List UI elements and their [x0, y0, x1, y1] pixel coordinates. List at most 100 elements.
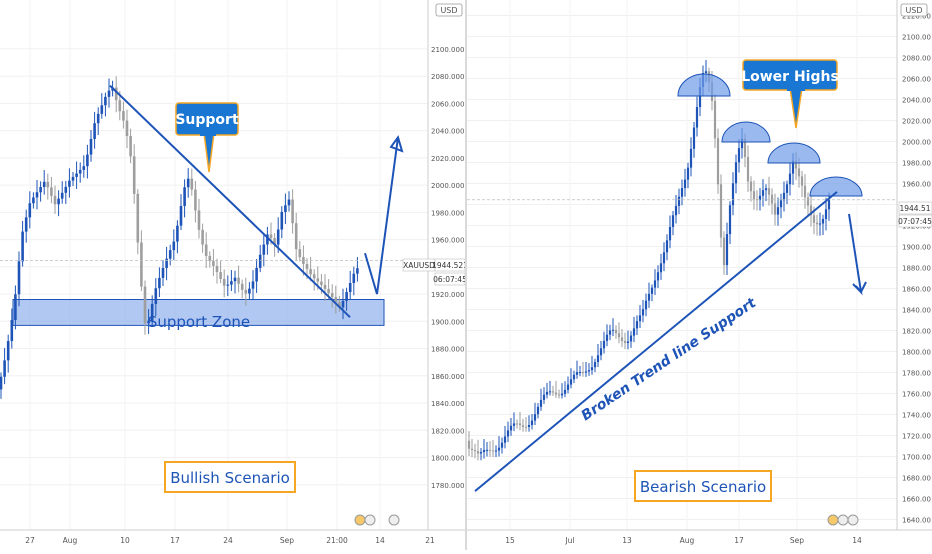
y-tick-label: 1800.00 — [902, 349, 931, 357]
candle — [222, 269, 226, 298]
candle — [689, 137, 693, 177]
candle — [161, 260, 165, 287]
x-tick-label: 10 — [120, 536, 130, 545]
candle — [168, 244, 172, 266]
candle — [158, 267, 161, 298]
candle — [755, 190, 759, 211]
candle — [641, 299, 645, 323]
x-tick-label: 14 — [852, 536, 862, 545]
candle — [818, 212, 822, 236]
y-tick-label: 1900.00 — [902, 244, 931, 252]
candle — [143, 280, 147, 335]
candle — [779, 193, 783, 219]
candle — [488, 441, 492, 457]
y-tick-label: 2040.00 — [902, 97, 931, 105]
candle — [338, 295, 341, 312]
candle — [21, 220, 24, 267]
candle — [614, 325, 618, 339]
candle — [294, 212, 298, 261]
candle — [35, 179, 39, 210]
price-tag: XAUUSD 1944.521 06:07:45 — [402, 258, 468, 286]
candle — [64, 180, 68, 204]
candle — [554, 380, 558, 398]
bullish-arrow — [364, 137, 399, 295]
candle — [638, 305, 642, 328]
candle — [42, 170, 46, 195]
candle — [656, 265, 660, 288]
candle — [14, 285, 17, 330]
x-tick-label: 17 — [734, 536, 744, 545]
candle — [212, 249, 215, 277]
candle — [0, 372, 3, 399]
y-tick-label: 2060.000 — [431, 100, 464, 108]
bearish-scenario-label: Bearish Scenario — [640, 478, 766, 496]
svg-text:06:07:45: 06:07:45 — [433, 275, 465, 284]
candle — [821, 214, 825, 236]
candle — [114, 76, 118, 113]
price-tag: 1944.51 07:07:45 — [898, 201, 932, 228]
left-chart-panel[interactable]: Support Support Zone Bullish Scenario 21… — [0, 0, 468, 550]
y-tick-label: 1960.000 — [431, 237, 464, 245]
y-tick-label: 1760.00 — [902, 391, 931, 399]
event-icons — [827, 514, 859, 526]
y-tick-label: 1840.000 — [431, 400, 464, 408]
candle — [551, 385, 555, 397]
candle — [467, 431, 471, 457]
candle — [197, 198, 201, 239]
candle — [284, 193, 287, 225]
candle — [524, 417, 528, 432]
candle — [809, 194, 813, 227]
y-tick-label: 2080.00 — [902, 55, 931, 63]
candle — [632, 316, 636, 343]
candle — [251, 270, 255, 299]
candle — [692, 122, 696, 158]
candle — [96, 107, 100, 136]
candle — [233, 270, 237, 294]
svg-text:1944.521: 1944.521 — [432, 261, 465, 270]
candle — [686, 162, 690, 189]
candle — [57, 190, 60, 217]
candle — [201, 223, 204, 253]
candle — [596, 344, 600, 367]
candle — [266, 226, 269, 255]
candle — [620, 329, 624, 348]
candle — [183, 179, 186, 218]
candle — [662, 242, 666, 272]
candle — [39, 181, 42, 202]
candle — [194, 180, 197, 223]
right-chart-panel[interactable]: Lower Highs Broken Trend line Support Be… — [467, 0, 932, 550]
candle — [226, 275, 230, 297]
candle — [107, 78, 111, 108]
candle — [806, 192, 810, 217]
y-tick-label: 1720.00 — [902, 433, 931, 441]
candle — [674, 194, 678, 224]
candle — [122, 101, 125, 129]
candle — [545, 382, 549, 399]
candle — [605, 324, 609, 347]
candle — [800, 170, 804, 198]
candle — [60, 181, 64, 204]
candle — [785, 180, 789, 205]
y-tick-label: 1880.000 — [431, 346, 464, 354]
x-tick-label: 24 — [223, 536, 233, 545]
candle — [150, 295, 154, 327]
candle — [824, 197, 828, 231]
candle — [731, 172, 735, 216]
y-tick-label: 2120.00 — [902, 13, 931, 21]
candle — [734, 154, 738, 194]
candle — [542, 387, 546, 404]
candle — [136, 189, 140, 255]
x-tick-label: 13 — [622, 536, 632, 545]
candle — [644, 293, 648, 317]
y-tick-label: 1820.00 — [902, 328, 931, 336]
y-tick-label: 1860.000 — [431, 373, 464, 381]
bullish-scenario-label: Bullish Scenario — [170, 469, 290, 487]
candle — [506, 421, 510, 443]
candle — [782, 181, 786, 212]
candle — [312, 269, 316, 291]
y-tick-label: 1980.000 — [431, 209, 464, 217]
candle — [539, 388, 543, 411]
candle — [590, 355, 594, 375]
candle — [244, 277, 248, 306]
svg-text:1944.51: 1944.51 — [899, 204, 930, 213]
